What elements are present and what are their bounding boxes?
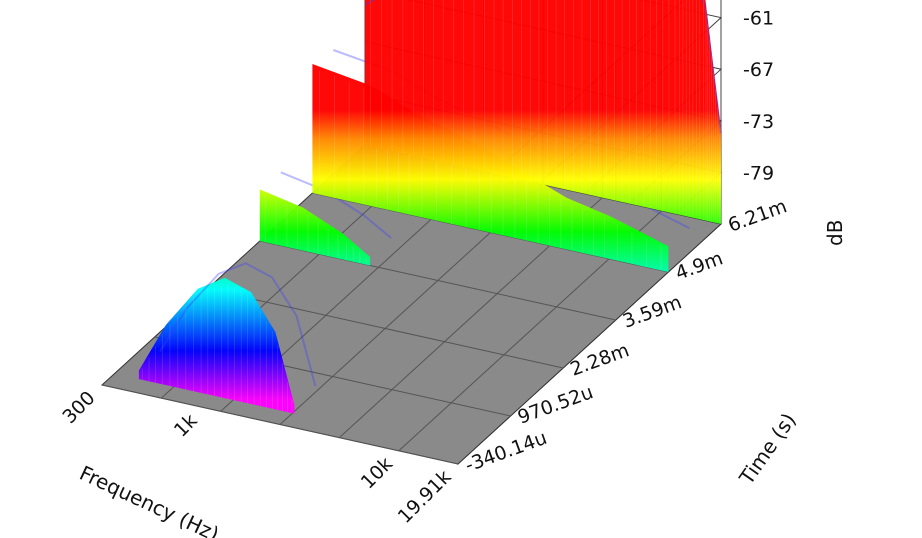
- floor-grid-line: [207, 288, 564, 369]
- floor-grid-line: [101, 384, 459, 465]
- x-tick-label: 1k: [170, 410, 202, 442]
- z-tick-label: -67: [743, 59, 774, 81]
- y-tick-label: 6.21m: [725, 195, 790, 236]
- x-tick-label: 300: [58, 387, 99, 428]
- surface-ridge-late: [159, 262, 317, 387]
- surface-ridge-middle: [280, 171, 392, 239]
- surface-slice-front: [365, 0, 721, 224]
- z-tick-label: -61: [743, 8, 774, 30]
- x-tick-label: 10k: [357, 453, 397, 493]
- x-axis-title: Frequency (Hz): [76, 461, 223, 538]
- surface-slice-middle: [259, 189, 371, 266]
- y-axis-title: Time (s): [734, 408, 801, 489]
- surface-slice-late: [138, 277, 295, 414]
- z-axis-title: dB: [823, 220, 847, 246]
- x-tick-label: 19.91k: [394, 466, 456, 528]
- surface-slices: [138, 0, 722, 414]
- z-tick-label: -79: [743, 162, 774, 184]
- z-tick-label: -73: [743, 111, 774, 133]
